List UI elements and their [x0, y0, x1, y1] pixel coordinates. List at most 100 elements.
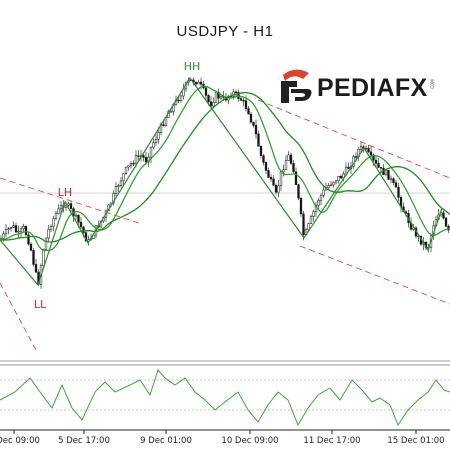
- candle-body: [249, 113, 253, 123]
- candle-body: [162, 124, 165, 126]
- candle-body: [257, 133, 260, 147]
- pediafx-domain: .COM: [430, 79, 435, 90]
- candle-body: [247, 108, 250, 115]
- candle-body: [377, 162, 380, 168]
- candle-body: [219, 96, 223, 99]
- candle-body: [137, 155, 140, 157]
- candle-body: [319, 195, 323, 201]
- candle-body: [214, 91, 218, 103]
- candle-body: [372, 154, 375, 161]
- candle-body: [54, 213, 58, 219]
- candlestick-series: [0, 77, 450, 289]
- ma-fast-line: [0, 85, 450, 252]
- candle-body: [47, 229, 50, 239]
- candle-body: [129, 163, 133, 166]
- pivot-label-lh: LH: [58, 186, 72, 199]
- candle-body: [142, 155, 145, 158]
- candle-body: [309, 216, 313, 224]
- candle-body: [12, 225, 15, 228]
- x-tick-label: 4 Dec 09:00: [0, 436, 40, 446]
- candle-body: [299, 197, 303, 215]
- candle-body: [387, 170, 390, 180]
- candle-body: [9, 227, 13, 230]
- candle-body: [374, 159, 378, 164]
- candle-body: [212, 102, 215, 107]
- x-tick-label: 15 Dec 01:00: [387, 436, 444, 446]
- candle-body: [282, 169, 285, 173]
- candle-body: [132, 163, 135, 165]
- candle-body: [44, 237, 48, 250]
- candle-body: [42, 249, 45, 266]
- candle-body: [302, 213, 305, 235]
- candle-body: [267, 170, 270, 178]
- chart-title: USDJPY - H1: [177, 23, 274, 40]
- zigzag-line: [0, 76, 443, 287]
- candle-body: [112, 193, 115, 204]
- candle-body: [389, 178, 393, 180]
- candle-body: [57, 208, 60, 214]
- candle-body: [67, 203, 70, 206]
- candle-body: [7, 228, 10, 230]
- candle-body: [364, 147, 368, 150]
- candle-body: [234, 91, 238, 94]
- candle-body: [322, 189, 325, 196]
- candle-body: [49, 226, 53, 230]
- candle-body: [119, 180, 123, 186]
- candle-body: [442, 212, 445, 219]
- candle-body: [264, 162, 268, 171]
- x-tick-label: 9 Dec 01:00: [140, 436, 192, 446]
- channel-line: [0, 177, 143, 225]
- candle-body: [384, 170, 388, 176]
- candle-body: [269, 177, 273, 180]
- candle-body: [134, 155, 138, 164]
- candle-body: [334, 180, 338, 183]
- candle-body: [34, 264, 38, 273]
- x-tick-label: 11 Dec 17:00: [303, 436, 360, 446]
- candle-body: [279, 171, 283, 187]
- candle-body: [254, 125, 258, 135]
- candle-body: [392, 178, 395, 183]
- candle-body: [169, 111, 173, 113]
- candle-body: [344, 166, 348, 175]
- candle-body: [52, 218, 55, 227]
- candle-body: [29, 243, 33, 251]
- candle-body: [2, 233, 5, 239]
- candle-body: [354, 156, 358, 158]
- candle-body: [177, 99, 180, 102]
- candle-body: [277, 185, 280, 193]
- candle-body: [369, 151, 373, 156]
- candle-body: [347, 166, 350, 169]
- candle-body: [379, 167, 383, 169]
- channel-line: [299, 245, 450, 305]
- candle-body: [259, 145, 263, 156]
- candle-body: [59, 205, 63, 210]
- candle-body: [154, 139, 158, 143]
- ma-slow-line: [0, 91, 450, 243]
- candle-body: [122, 173, 125, 182]
- candle-body: [252, 121, 255, 126]
- candle-body: [27, 234, 30, 245]
- candle-body: [307, 223, 310, 231]
- moving-averages: [0, 85, 450, 252]
- candle-body: [329, 184, 333, 187]
- candle-body: [272, 178, 275, 186]
- candle-body: [209, 101, 213, 107]
- oscillator-line: [0, 369, 450, 427]
- candle-body: [332, 181, 335, 186]
- candle-body: [312, 211, 315, 217]
- candle-body: [237, 92, 240, 99]
- candle-body: [337, 175, 340, 182]
- candle-body: [4, 229, 8, 235]
- pediafx-logo-icon: [281, 69, 312, 103]
- candle-body: [82, 226, 85, 233]
- trend-channel: [0, 99, 450, 351]
- candle-body: [14, 225, 18, 233]
- candle-body: [152, 142, 155, 148]
- candle-body: [262, 155, 265, 163]
- zigzag-structure: [0, 76, 443, 287]
- channel-line: [257, 99, 450, 179]
- candle-body: [79, 221, 83, 228]
- candle-body: [397, 186, 400, 198]
- candle-body: [24, 226, 28, 236]
